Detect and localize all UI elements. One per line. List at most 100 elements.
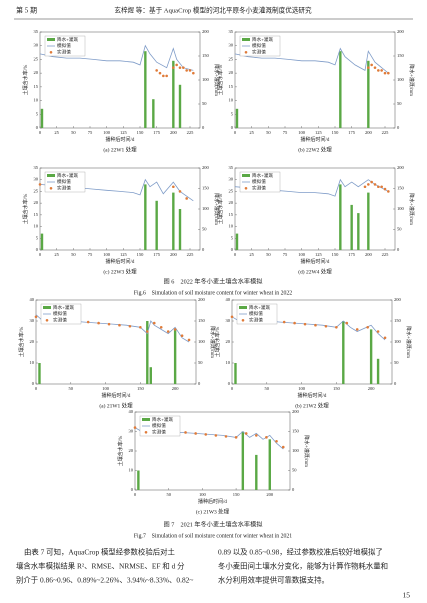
y-tick-label: 20 [30, 339, 35, 344]
running-title: 玄梓煜 等：基于 AquaCrop 模型的河北平原冬小麦灌溉制度优选研究 [114, 6, 312, 15]
measured-point [303, 322, 307, 326]
y-tick-label: 10 [34, 224, 39, 229]
legend-label: 降水+灌溉 [57, 36, 78, 43]
y-tick-label: 35 [34, 165, 39, 170]
measured-point [86, 320, 90, 324]
measured-point [178, 190, 182, 193]
body-text: 冬小麦田间土壤水分变化，能够为计算作物耗水量和 [218, 562, 388, 571]
measured-point [377, 69, 380, 72]
y-tick-label: 15 [229, 212, 234, 217]
precip-bar [367, 60, 370, 128]
y2-axis-label: 降水+灌溉/mm [213, 64, 220, 96]
y2-tick-label: 50 [202, 227, 207, 232]
x-axis-label: 播种后时间/d [198, 498, 227, 505]
x-tick-label: 0 [39, 252, 42, 257]
y2-tick-label: 200 [292, 409, 300, 414]
x-tick-label: 225 [187, 130, 195, 135]
precip-bar [40, 233, 44, 250]
legend-label: 实测值 [252, 48, 266, 55]
precip-bar [155, 200, 158, 250]
y-tick-label: 0 [231, 247, 234, 252]
precip-bar [235, 233, 239, 250]
y-tick-label: 20 [229, 70, 234, 75]
measured-point [146, 330, 149, 333]
y-tick-label: 10 [229, 98, 234, 103]
x-tick-label: 50 [71, 252, 76, 257]
measured-point [38, 183, 42, 186]
measured-point [184, 431, 187, 434]
y-axis-label: 土壤含水率/% [217, 194, 224, 225]
y2-tick-label: 0 [394, 381, 397, 386]
x-tick-label: 50 [71, 130, 76, 135]
y2-tick-label: 100 [202, 206, 210, 211]
y-tick-label: 10 [229, 224, 234, 229]
y-tick-label: 0 [36, 247, 39, 252]
y-axis-label: 土壤含水率/% [117, 436, 124, 467]
x-tick-label: 125 [120, 252, 128, 257]
precip-bar [173, 329, 177, 384]
x-tick-label: 150 [233, 492, 241, 497]
y2-tick-label: 200 [394, 297, 402, 302]
issue: 第 5 期 [16, 6, 37, 15]
y-tick-label: 25 [229, 56, 234, 61]
legend-swatch [142, 418, 150, 421]
x-tick-label: 0 [35, 386, 38, 391]
y2-tick-label: 50 [202, 101, 207, 106]
y-tick-label: 0 [228, 381, 231, 386]
y-tick-label: 10 [34, 98, 39, 103]
y-tick-label: 25 [34, 188, 39, 193]
y-tick-label: 0 [131, 487, 134, 492]
legend-label: 降水+灌溉 [252, 172, 273, 179]
y-tick-label: 40 [129, 409, 134, 414]
x-tick-label: 0 [39, 130, 42, 135]
x-tick-label: 0 [234, 252, 237, 257]
precip-bar [339, 184, 342, 250]
x-tick-label: 225 [382, 252, 390, 257]
x-tick-label: 125 [315, 130, 323, 135]
precip-bar [357, 213, 360, 250]
measured-point [173, 328, 177, 331]
legend-swatch [242, 38, 250, 41]
y-tick-label: 30 [226, 318, 231, 323]
measured-point [107, 322, 111, 326]
y-tick-label: 15 [229, 84, 234, 89]
measured-point [224, 435, 228, 438]
y2-tick-label: 50 [397, 101, 402, 106]
y-tick-label: 15 [34, 84, 39, 89]
y2-axis-label: 降水+灌溉/mm [408, 64, 415, 96]
y2-tick-label: 50 [198, 360, 203, 365]
y-tick-label: 5 [231, 111, 234, 116]
measured-point [172, 66, 175, 69]
x-tick-label: 25 [54, 252, 59, 257]
body-text: 0.89 以及 0.85~0.98，经过参数校准后较好地模拟了 [218, 548, 383, 557]
simulated-line [39, 44, 194, 71]
y2-tick-label: 50 [394, 360, 399, 365]
y2-tick-label: 200 [202, 165, 210, 170]
figure-caption-en: Fig.7 Simulation of soil moisture conten… [134, 532, 293, 539]
precip-bar [146, 321, 149, 384]
measured-point [383, 336, 387, 340]
y-tick-label: 10 [226, 360, 231, 365]
y-tick-label: 20 [226, 339, 231, 344]
measured-point [159, 326, 163, 329]
x-tick-label: 50 [69, 386, 74, 391]
x-tick-label: 100 [298, 252, 306, 257]
precip-bar [152, 99, 155, 128]
legend-label: 降水+灌溉 [252, 36, 273, 43]
y-tick-label: 30 [229, 177, 234, 182]
legend-swatch [47, 38, 55, 41]
x-tick-label: 200 [368, 386, 376, 391]
measured-point [244, 432, 248, 435]
measured-point [345, 321, 349, 325]
measured-point [194, 432, 197, 435]
y-tick-label: 5 [36, 111, 39, 116]
y2-axis-label: 降水+灌溉/mm [213, 193, 220, 225]
x-tick-label: 0 [231, 386, 234, 391]
x-tick-label: 200 [170, 130, 178, 135]
x-tick-label: 100 [103, 252, 111, 257]
y2-tick-label: 150 [397, 53, 405, 58]
x-tick-label: 25 [54, 130, 59, 135]
x-axis-label: 播种后时间/d [298, 392, 327, 399]
precip-bar [376, 358, 380, 384]
